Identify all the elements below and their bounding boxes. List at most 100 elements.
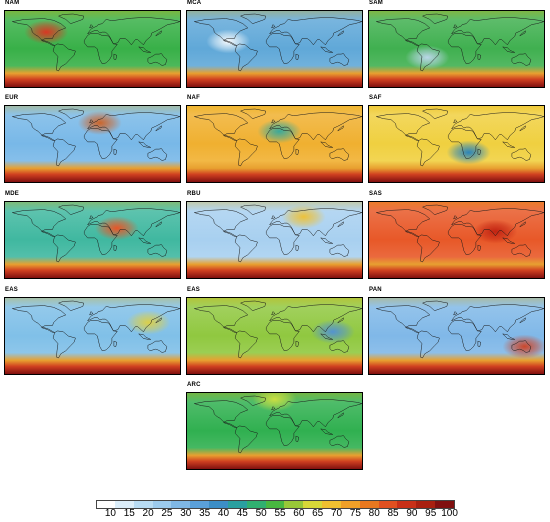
coastline [337,30,344,37]
map-panel-nam: NAM [4,0,181,88]
coastline [319,333,333,340]
coastline [376,113,431,141]
world-map [186,105,363,183]
world-map [4,10,181,88]
coastline [295,244,300,251]
coastline [416,138,440,167]
colorbar-tick-label: 90 [406,508,418,519]
coastline [337,412,344,419]
colorbar-border [96,500,455,509]
coastline [194,209,249,237]
coastline [83,224,118,256]
coastline [137,46,151,53]
coastline [194,400,249,428]
source-region-hotspot [473,219,518,244]
coastline [271,215,276,220]
concentration-field [5,202,180,278]
world-map [368,10,545,88]
source-region-hotspot [94,216,139,241]
coastline [83,320,118,352]
coastline [447,33,482,65]
map-canvas [369,202,544,278]
coastline [416,234,440,263]
source-region-hotspot [310,319,355,344]
coastline [239,204,267,215]
coastline [155,30,162,37]
map-canvas [187,298,362,374]
source-region-hotspot [502,334,544,359]
coastline [265,415,300,447]
map-panel-eas: EAS [186,287,363,375]
colorbar-tick-label: 25 [161,508,173,519]
coastline [511,148,532,161]
world-map [368,201,545,279]
colorbar-segment [322,500,342,508]
colorbar-tick-label: 10 [104,508,116,519]
colorbar-tick-label: 30 [180,508,192,519]
coastline [477,148,482,155]
coastline [450,304,544,333]
coastline [511,340,532,353]
coastline [271,24,276,29]
colorbar-tick-label: 20 [142,508,154,519]
coastline [421,204,449,215]
coastline [234,43,258,72]
coastline [194,113,249,141]
coastline [137,333,151,340]
world-map [4,297,181,375]
map-panel-naf: NAF [186,95,363,183]
colorbar-segment [209,500,229,508]
coastline [450,208,544,237]
coastline [52,138,76,167]
coastline [268,112,362,141]
concentration-field [5,298,180,374]
colorbar-tick-label: 100 [441,508,458,519]
panel-label: EAS [5,287,18,293]
coastline [86,208,180,237]
coastline [329,244,350,257]
coastline [265,224,300,256]
colorbar-segment [190,500,210,508]
coastline [52,330,76,359]
coastline [329,53,350,66]
coastline [239,300,267,311]
source-region-hotspot [77,110,122,135]
coastline [511,244,532,257]
coastline [113,53,118,60]
coastline [329,435,350,448]
colorbar-tick-label: 65 [312,508,324,519]
coastline [453,215,458,220]
coastline [155,221,162,228]
source-region-hotspot [405,45,450,70]
coastline [265,33,300,65]
panel-label: MCA [187,0,202,6]
coastline [113,340,118,347]
source-region-hotspot [24,20,69,45]
coastline [447,320,482,352]
coastline [12,209,67,237]
coastline [376,18,431,46]
coastline [83,33,118,65]
colorbar-segment [378,500,398,508]
coastline [271,311,276,316]
map-panel-mca: MCA [186,0,363,88]
coastline [52,43,76,72]
coastline [447,224,482,256]
coastline [265,320,300,352]
coastline [447,128,482,160]
coastline [501,46,515,53]
colorbar-tick-label: 40 [217,508,230,519]
coastline [271,406,276,411]
coastline [89,311,94,316]
panel-label: ARC [187,382,201,388]
colorbar-tick-label: 85 [387,508,399,519]
coastline [194,18,249,46]
coastline [453,24,458,29]
coastline [319,428,333,435]
source-region-hotspot [257,119,302,144]
coastline [337,317,344,324]
coastline [137,141,151,148]
source-region-hotspot [446,140,491,165]
world-map [368,297,545,375]
coastline [519,221,526,228]
